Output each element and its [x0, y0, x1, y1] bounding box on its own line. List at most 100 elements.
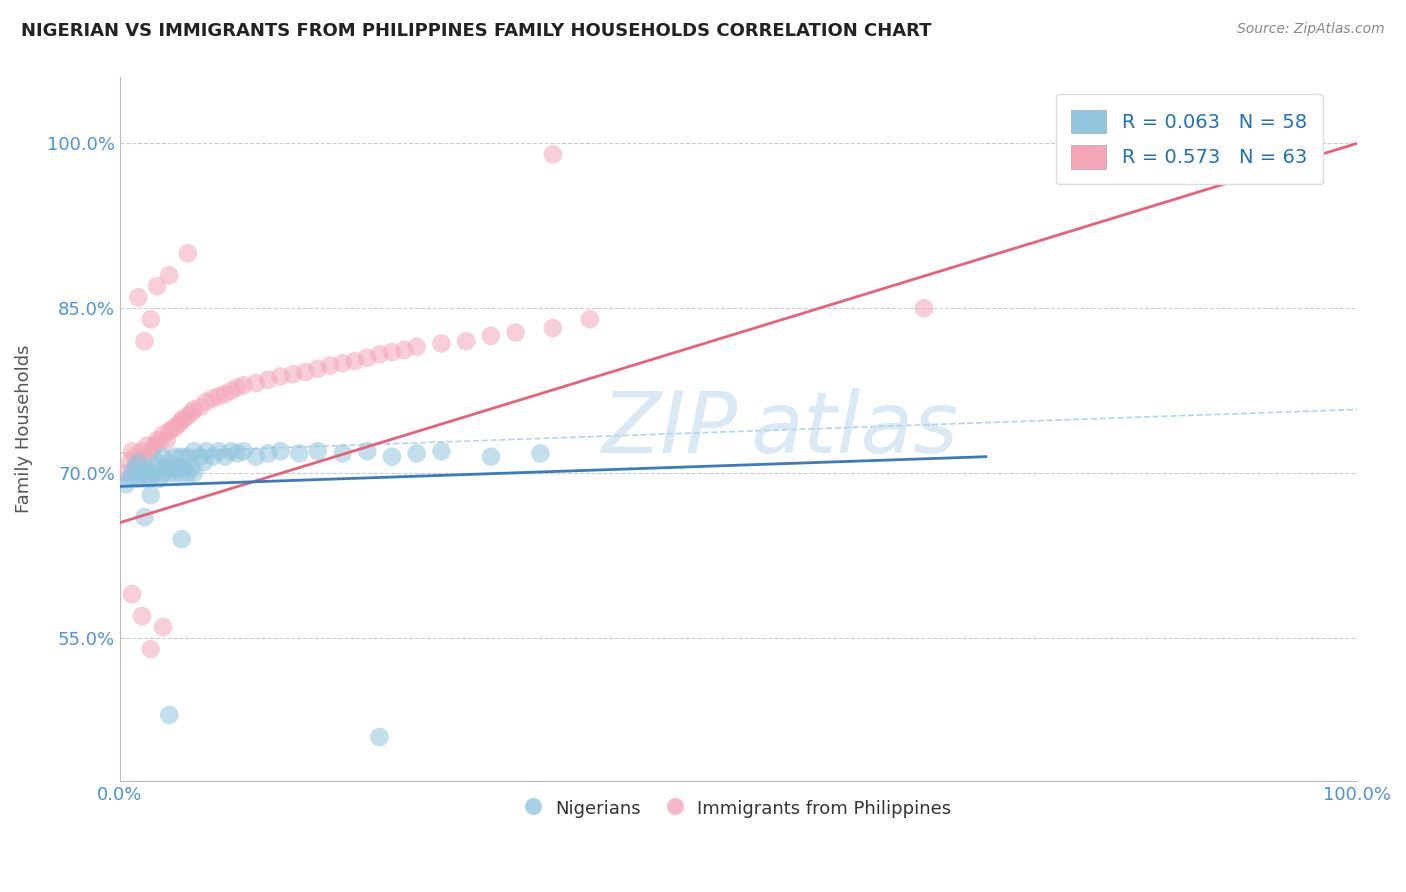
Point	[170, 450, 193, 464]
Point	[139, 488, 162, 502]
Point	[226, 446, 249, 460]
Point	[152, 427, 174, 442]
Point	[332, 356, 354, 370]
Point	[505, 326, 527, 340]
Point	[177, 450, 200, 464]
Point	[127, 455, 149, 469]
Point	[121, 587, 143, 601]
Point	[180, 460, 202, 475]
Point	[157, 466, 180, 480]
Point	[157, 268, 180, 283]
Point	[356, 351, 378, 365]
Text: ZIP: ZIP	[602, 388, 738, 471]
Point	[134, 510, 156, 524]
Point	[157, 708, 180, 723]
Text: NIGERIAN VS IMMIGRANTS FROM PHILIPPINES FAMILY HOUSEHOLDS CORRELATION CHART: NIGERIAN VS IMMIGRANTS FROM PHILIPPINES …	[21, 22, 932, 40]
Point	[270, 444, 292, 458]
Point	[430, 336, 453, 351]
Point	[156, 460, 179, 475]
Point	[143, 439, 166, 453]
Point	[134, 460, 156, 475]
Point	[177, 409, 200, 423]
Point	[394, 343, 416, 357]
Point	[319, 359, 342, 373]
Point	[456, 334, 478, 349]
Point	[332, 446, 354, 460]
Point	[131, 466, 153, 480]
Point	[245, 450, 267, 464]
Point	[195, 444, 218, 458]
Point	[115, 477, 138, 491]
Point	[157, 425, 180, 439]
Point	[183, 444, 205, 458]
Point	[146, 279, 169, 293]
Point	[183, 402, 205, 417]
Point	[201, 392, 224, 406]
Point	[115, 466, 138, 480]
Point	[214, 387, 236, 401]
Point	[226, 380, 249, 394]
Point	[912, 301, 935, 316]
Point	[121, 444, 143, 458]
Point	[134, 472, 156, 486]
Point	[170, 532, 193, 546]
Legend: Nigerians, Immigrants from Philippines: Nigerians, Immigrants from Philippines	[519, 792, 957, 825]
Point	[127, 290, 149, 304]
Point	[173, 411, 195, 425]
Point	[146, 455, 169, 469]
Point	[381, 345, 404, 359]
Point	[281, 368, 304, 382]
Point	[541, 321, 564, 335]
Point	[173, 460, 195, 475]
Point	[156, 434, 179, 448]
Point	[579, 312, 602, 326]
Point	[127, 472, 149, 486]
Point	[139, 642, 162, 657]
Point	[232, 378, 254, 392]
Point	[208, 444, 231, 458]
Point	[146, 460, 169, 475]
Point	[195, 394, 218, 409]
Point	[201, 450, 224, 464]
Point	[136, 466, 159, 480]
Point	[139, 312, 162, 326]
Point	[160, 460, 183, 475]
Point	[257, 446, 280, 460]
Point	[288, 446, 311, 460]
Point	[124, 450, 146, 464]
Point	[219, 444, 242, 458]
Point	[529, 446, 551, 460]
Point	[121, 466, 143, 480]
Point	[139, 444, 162, 458]
Point	[405, 340, 427, 354]
Point	[368, 347, 391, 361]
Point	[270, 369, 292, 384]
Point	[208, 389, 231, 403]
Point	[165, 466, 187, 480]
Text: Source: ZipAtlas.com: Source: ZipAtlas.com	[1237, 22, 1385, 37]
Point	[170, 413, 193, 427]
Point	[479, 450, 502, 464]
Point	[405, 446, 427, 460]
Point	[170, 466, 193, 480]
Point	[136, 439, 159, 453]
Point	[294, 365, 316, 379]
Point	[307, 444, 329, 458]
Point	[177, 466, 200, 480]
Point	[160, 422, 183, 436]
Point	[152, 450, 174, 464]
Point	[143, 466, 166, 480]
Point	[356, 444, 378, 458]
Point	[232, 444, 254, 458]
Point	[193, 455, 215, 469]
Point	[368, 730, 391, 744]
Point	[118, 472, 141, 486]
Point	[146, 434, 169, 448]
Point	[167, 417, 190, 431]
Point	[214, 450, 236, 464]
Point	[541, 147, 564, 161]
Point	[307, 361, 329, 376]
Point	[127, 455, 149, 469]
Point	[148, 435, 170, 450]
Text: atlas: atlas	[751, 388, 959, 471]
